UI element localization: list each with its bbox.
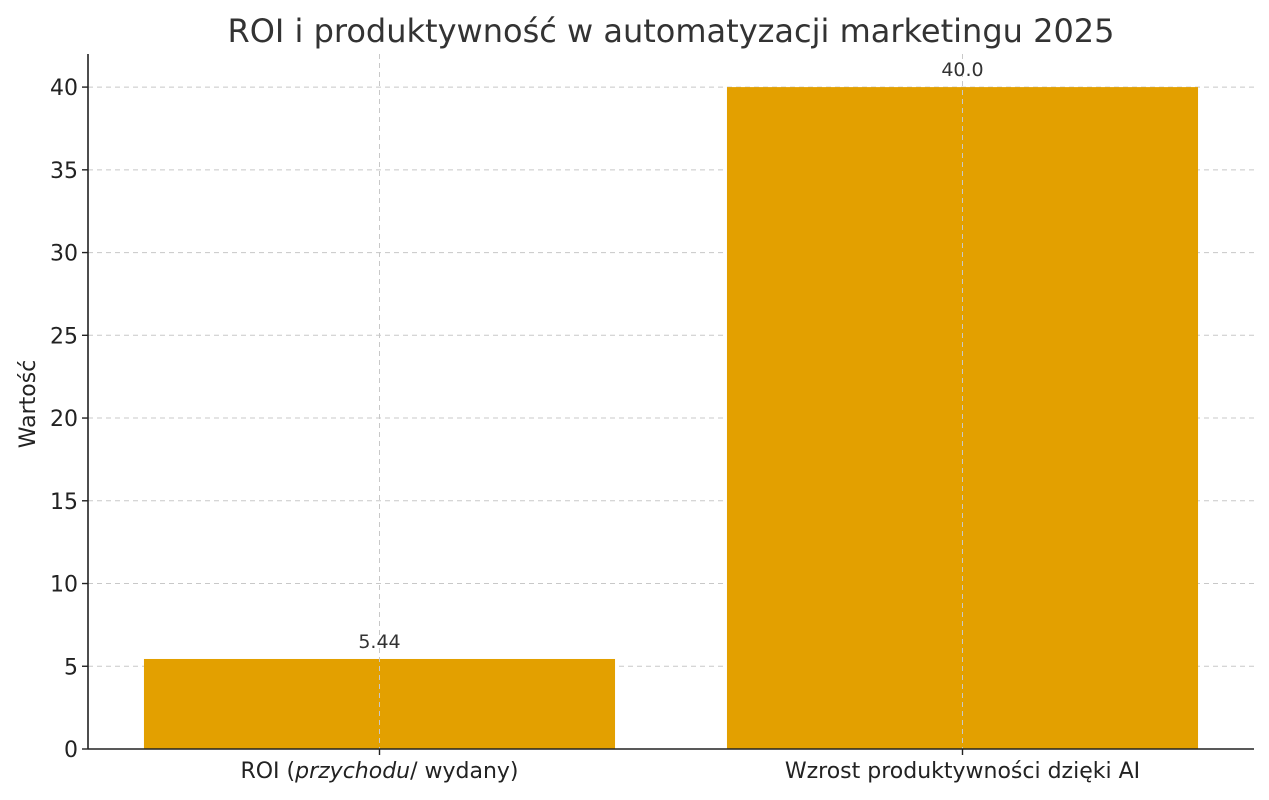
data-label: 5.44 [358, 631, 400, 653]
data-label: 40.0 [941, 59, 983, 81]
chart-title: ROI i produktywność w automatyzacji mark… [227, 12, 1114, 50]
y-tick-label: 5 [64, 655, 78, 680]
axes: 0 5 10 15 20 25 30 35 40 ROI (przychodu/ wydany) W… [50, 54, 1254, 784]
x-tick-label: ROI (przychodu/ wydany) [240, 759, 518, 784]
data-labels: 5.44 40.0 [358, 54, 984, 749]
y-tick-label: 0 [64, 738, 78, 763]
y-tick-label: 15 [50, 490, 78, 515]
x-tick-label: Wzrost produktywności dzięki AI [785, 759, 1140, 784]
y-tick-label: 25 [50, 324, 78, 349]
y-axis-label: Wartość [16, 360, 41, 449]
y-tick-label: 30 [50, 242, 78, 267]
y-tick-label: 35 [50, 159, 78, 184]
y-tick-label: 40 [50, 76, 78, 101]
bars [143, 87, 1199, 750]
y-tick-label: 10 [50, 573, 78, 598]
y-tick-label: 20 [50, 407, 78, 432]
